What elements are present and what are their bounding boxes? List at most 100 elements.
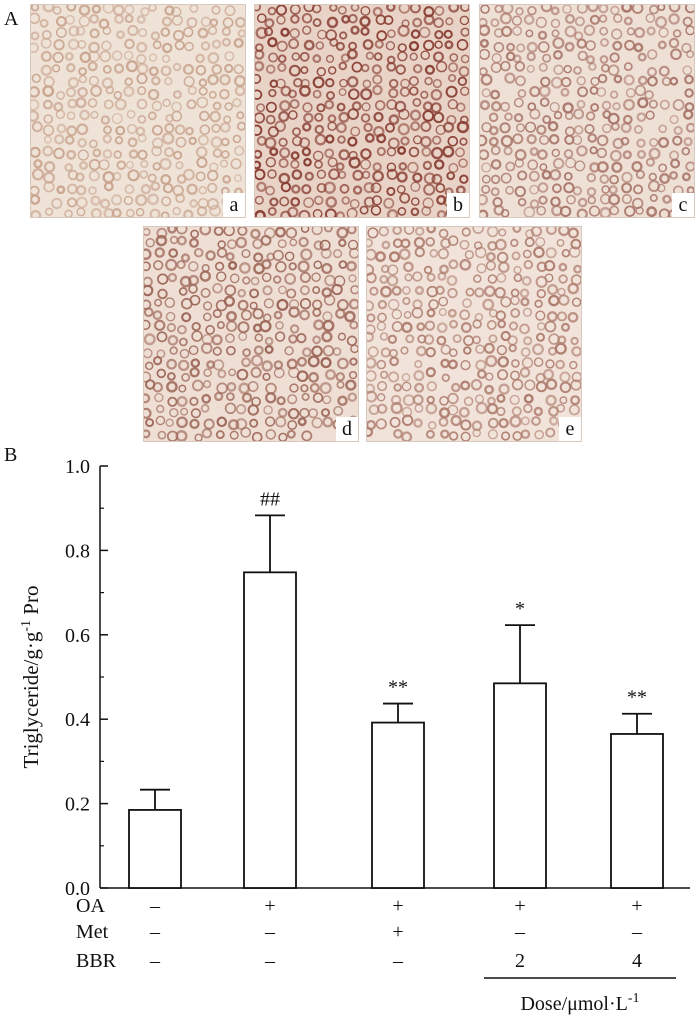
cell-mark	[313, 260, 323, 270]
cell-mark	[420, 50, 430, 60]
cell-mark	[164, 5, 175, 16]
cell-mark	[504, 72, 516, 84]
cell-mark	[526, 134, 537, 145]
cell-mark	[367, 238, 374, 248]
cell-mark	[411, 197, 420, 206]
cell-mark	[162, 98, 171, 108]
cell-mark	[198, 78, 208, 88]
cell-mark	[519, 367, 531, 378]
cell-mark	[512, 227, 522, 233]
cell-mark	[205, 325, 215, 335]
cell-mark	[367, 370, 377, 382]
cell-mark	[438, 296, 449, 307]
cell-mark	[175, 193, 186, 204]
cell-mark	[235, 404, 247, 415]
cell-mark	[199, 270, 211, 282]
cell-mark	[475, 402, 488, 415]
cell-mark	[542, 115, 552, 125]
cell-mark	[115, 30, 125, 40]
cell-mark	[346, 207, 358, 217]
cell-mark	[423, 39, 435, 52]
cell-mark	[441, 373, 451, 383]
cell-mark	[239, 262, 251, 274]
cell-mark	[276, 40, 288, 52]
cell-mark	[386, 274, 399, 287]
cell-mark	[662, 194, 672, 204]
cell-mark	[559, 205, 572, 217]
cell-mark	[114, 136, 124, 145]
cell-mark	[609, 90, 619, 99]
cell-mark	[440, 344, 451, 355]
cell-mark	[224, 63, 234, 74]
cell-mark	[255, 149, 263, 159]
cell-mark	[203, 368, 212, 377]
cell-mark	[215, 430, 225, 440]
cell-mark	[414, 227, 425, 236]
cell-mark	[166, 358, 177, 370]
cell-mark	[414, 285, 425, 296]
cell-mark	[152, 356, 163, 366]
y-tick-label: 0.0	[65, 878, 90, 900]
cell-mark	[372, 84, 383, 96]
cell-mark	[157, 273, 169, 285]
cell-mark	[301, 184, 312, 195]
cell-mark	[265, 114, 276, 125]
cell-mark	[646, 206, 658, 217]
cell-mark	[372, 170, 384, 183]
cell-mark	[145, 237, 155, 248]
cell-mark	[263, 298, 275, 309]
cell-mark	[659, 173, 671, 184]
cell-mark	[540, 5, 553, 13]
cell-mark	[226, 345, 236, 356]
cell-mark	[267, 206, 277, 216]
cell-mark	[216, 416, 228, 428]
cell-mark	[299, 51, 310, 62]
cell-mark	[274, 227, 286, 238]
cell-mark	[386, 186, 396, 196]
cell-mark	[589, 14, 601, 25]
cell-mark	[185, 126, 194, 136]
cell-mark	[371, 195, 383, 206]
cell-mark	[423, 334, 435, 345]
cell-mark	[572, 186, 583, 196]
cell-mark	[90, 110, 99, 119]
cell-mark	[373, 111, 384, 123]
cell-mark	[273, 310, 283, 320]
cell-mark	[522, 307, 533, 317]
cell-mark	[144, 261, 151, 272]
row-value: +	[514, 895, 525, 917]
cell-mark	[360, 148, 372, 160]
cell-mark	[188, 261, 199, 272]
cell-mark	[186, 17, 198, 28]
cell-mark	[363, 122, 373, 133]
cell-mark	[480, 149, 490, 161]
cell-mark	[598, 5, 609, 14]
cell-mark	[312, 209, 323, 217]
cell-mark	[179, 337, 188, 347]
cell-mark	[124, 14, 134, 24]
cell-mark	[264, 18, 275, 29]
cell-mark	[219, 73, 231, 86]
cell-mark	[279, 100, 291, 112]
cell-mark	[31, 5, 40, 12]
cell-mark	[247, 381, 259, 393]
cell-mark	[433, 17, 444, 29]
cell-mark	[393, 428, 403, 439]
cell-mark	[459, 5, 469, 13]
cell-mark	[284, 272, 297, 285]
cell-mark	[105, 85, 115, 95]
cell-mark	[610, 5, 620, 16]
cell-mark	[115, 125, 126, 136]
cell-mark	[309, 382, 320, 393]
cell-mark	[496, 344, 508, 356]
cell-mark	[522, 249, 532, 259]
cell-mark	[500, 330, 511, 342]
cell-mark	[176, 395, 188, 407]
cell-mark	[458, 406, 470, 418]
cell-mark	[336, 102, 346, 112]
cell-mark	[154, 298, 163, 307]
cell-mark	[636, 149, 647, 159]
cell-mark	[276, 15, 286, 25]
cell-mark	[208, 90, 217, 99]
cell-mark	[541, 53, 552, 63]
